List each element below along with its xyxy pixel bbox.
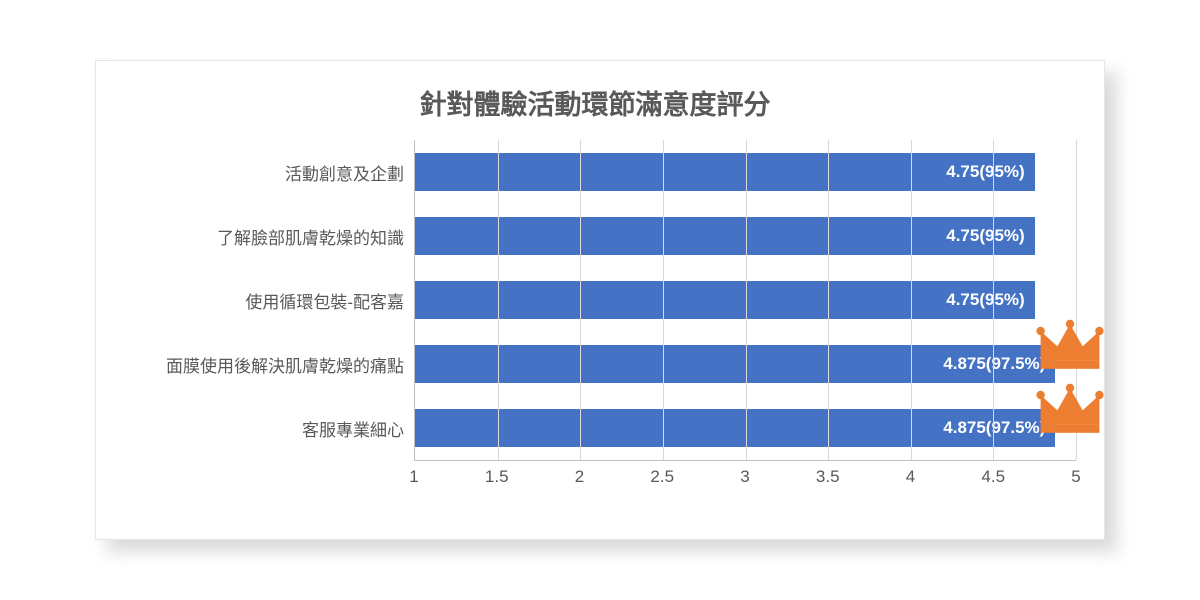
gridline [828,140,829,460]
y-axis-labels: 活動創意及企劃了解臉部肌膚乾燥的知識使用循環包裝-配客嘉面膜使用後解決肌膚乾燥的… [114,140,414,460]
bar: 4.75(95%) [415,153,1035,191]
x-tick-label: 4 [906,467,915,487]
x-tick-label: 2 [575,467,584,487]
gridline [663,140,664,460]
y-axis-label: 使用循環包裝-配客嘉 [245,288,414,313]
x-tick-label: 3.5 [816,467,840,487]
x-tick-label: 1.5 [485,467,509,487]
bar-value-label: 4.75(95%) [946,162,1024,182]
y-axis-label: 了解臉部肌膚乾燥的知識 [217,224,414,249]
bar: 4.875(97.5%) [415,409,1055,447]
canvas: 針對體驗活動環節滿意度評分 活動創意及企劃了解臉部肌膚乾燥的知識使用循環包裝-配… [0,0,1200,600]
x-tick-label: 4.5 [981,467,1005,487]
gridline [580,140,581,460]
x-tick-label: 1 [409,467,418,487]
bar: 4.75(95%) [415,217,1035,255]
y-axis-label: 客服專業細心 [302,416,414,441]
gridline [993,140,994,460]
bar-value-label: 4.75(95%) [946,226,1024,246]
y-axis-label: 活動創意及企劃 [285,160,414,185]
gridline [746,140,747,460]
plot-area: 4.75(95%) 4.75(95%) 4.75(95%) 4.875(97.5%) 4… [414,140,1076,461]
chart-title: 針對體驗活動環節滿意度評分 [114,83,1076,122]
x-axis-pad [114,461,414,493]
x-tick-label: 3 [740,467,749,487]
bar: 4.875(97.5%) [415,345,1055,383]
bar-value-label: 4.75(95%) [946,290,1024,310]
bar: 4.75(95%) [415,281,1035,319]
gridline [498,140,499,460]
chart-card: 針對體驗活動環節滿意度評分 活動創意及企劃了解臉部肌膚乾燥的知識使用循環包裝-配… [95,60,1105,540]
gridline [911,140,912,460]
gridline [1076,140,1077,460]
card-inner: 針對體驗活動環節滿意度評分 活動創意及企劃了解臉部肌膚乾燥的知識使用循環包裝-配… [95,60,1105,540]
chart-area: 活動創意及企劃了解臉部肌膚乾燥的知識使用循環包裝-配客嘉面膜使用後解決肌膚乾燥的… [114,140,1076,461]
x-tick-label: 2.5 [650,467,674,487]
x-axis-ticks: 11.522.533.544.55 [414,467,1076,493]
y-axis-label: 面膜使用後解決肌膚乾燥的痛點 [166,352,414,377]
x-tick-label: 5 [1071,467,1080,487]
x-axis-row: 11.522.533.544.55 [114,461,1076,493]
